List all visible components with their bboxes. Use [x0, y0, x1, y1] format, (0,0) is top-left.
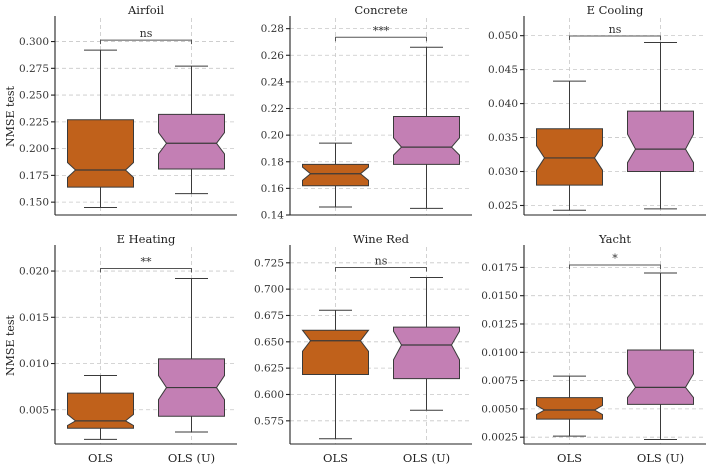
significance-label: * [612, 252, 618, 265]
y-tick-label: 0.250 [19, 90, 49, 102]
y-tick-label: 0.005 [19, 404, 49, 416]
box-ols [67, 392, 134, 429]
y-tick-label: 0.0175 [481, 262, 518, 274]
panel-title: Concrete [354, 3, 407, 17]
y-tick-label: 0.0100 [481, 347, 518, 359]
panel-airfoil: 0.150 0.175 0.200 0.225 0.250 0.275 0.300 ns Air… [4, 3, 237, 216]
y-tick-label: 0.010 [19, 358, 49, 370]
y-axis-label: NMSE test [4, 314, 17, 376]
y-tick-label: 0.175 [19, 170, 49, 182]
y-tick-label: 0.0025 [481, 432, 518, 444]
y-tick-label: 0.650 [254, 336, 284, 348]
y-tick-label: 0.675 [254, 310, 284, 322]
y-tick-label: 0.015 [19, 312, 49, 324]
y-tick-label: 0.575 [254, 415, 284, 427]
panel-title: E Heating [117, 232, 176, 246]
panel-title: Wine Red [353, 232, 410, 246]
y-tick-label: 0.050 [488, 30, 518, 42]
y-tick-label: 0.045 [488, 64, 518, 76]
y-tick-label: 0.0125 [481, 318, 518, 330]
box-ols [536, 128, 603, 186]
y-tick-label: 0.16 [261, 183, 285, 195]
significance-bracket [100, 39, 192, 45]
y-tick-label: 0.24 [261, 76, 285, 88]
panel-e-cooling: 0.025 0.030 0.035 0.040 0.045 0.050 ns E Coolin… [488, 3, 706, 216]
panel-title: Airfoil [127, 3, 164, 17]
x-category-label: OLS (U) [168, 451, 215, 465]
y-tick-label: 0.18 [261, 156, 284, 168]
panel-wine-red: 0.575 0.600 0.625 0.650 0.675 0.700 0.725 ns Win… [254, 232, 472, 465]
y-tick-label: 0.200 [19, 143, 49, 155]
y-tick-label: 0.28 [261, 23, 284, 35]
box-ols-u [393, 116, 460, 165]
significance-label: *** [373, 24, 390, 37]
panel-title: Yacht [598, 232, 631, 246]
y-axis-label: NMSE test [4, 85, 17, 147]
significance-bracket [335, 36, 427, 42]
box-ols-u [627, 110, 694, 173]
x-category-label: OLS [323, 451, 348, 465]
significance-bracket [335, 267, 427, 272]
box-ols [536, 397, 603, 420]
significance-bracket [569, 264, 661, 269]
panel-yacht: 0.0025 0.0050 0.0075 0.0100 0.0125 0.0150 0.01… [481, 232, 706, 465]
significance-label: ns [140, 27, 153, 40]
x-category-label: OLS (U) [637, 451, 684, 465]
x-category-label: OLS [557, 451, 582, 465]
y-tick-label: 0.0075 [481, 375, 518, 387]
significance-label: ns [375, 255, 388, 268]
y-tick-label: 0.225 [19, 116, 49, 128]
y-tick-label: 0.600 [254, 389, 284, 401]
box-ols [302, 163, 369, 187]
y-tick-label: 0.0150 [481, 290, 518, 302]
panel-e-heating: 0.005 0.010 0.015 0.020 ** E Heating NMSE test… [4, 232, 237, 465]
panel-title: E Cooling [587, 3, 644, 17]
y-tick-label: 0.275 [19, 63, 49, 75]
y-tick-label: 0.26 [261, 50, 285, 62]
significance-bracket [100, 267, 192, 273]
y-tick-label: 0.020 [19, 266, 49, 278]
y-tick-label: 0.20 [261, 130, 284, 142]
box-ols-u [158, 113, 225, 170]
y-tick-label: 0.040 [488, 98, 518, 110]
y-tick-label: 0.0050 [481, 403, 518, 415]
box-ols-u [393, 326, 460, 380]
y-tick-label: 0.030 [488, 166, 518, 178]
y-tick-label: 0.625 [254, 363, 284, 375]
y-tick-label: 0.300 [19, 36, 49, 48]
box-ols [67, 119, 134, 188]
y-tick-label: 0.725 [254, 257, 284, 269]
x-category-label: OLS [88, 451, 113, 465]
y-tick-label: 0.150 [19, 197, 49, 209]
significance-label: ns [609, 23, 622, 36]
y-tick-label: 0.14 [261, 210, 285, 222]
y-tick-label: 0.700 [254, 284, 284, 296]
significance-label: ** [141, 255, 153, 268]
box-ols-u [627, 349, 694, 405]
panel-concrete: 0.14 0.16 0.18 0.20 0.22 0.24 0.26 0.28 *** Concr… [261, 3, 472, 222]
box-ols [301, 329, 370, 375]
y-tick-label: 0.025 [488, 200, 518, 212]
significance-bracket [569, 35, 661, 40]
y-tick-label: 0.035 [488, 132, 518, 144]
x-category-label: OLS (U) [403, 451, 450, 465]
y-tick-label: 0.22 [261, 103, 284, 115]
